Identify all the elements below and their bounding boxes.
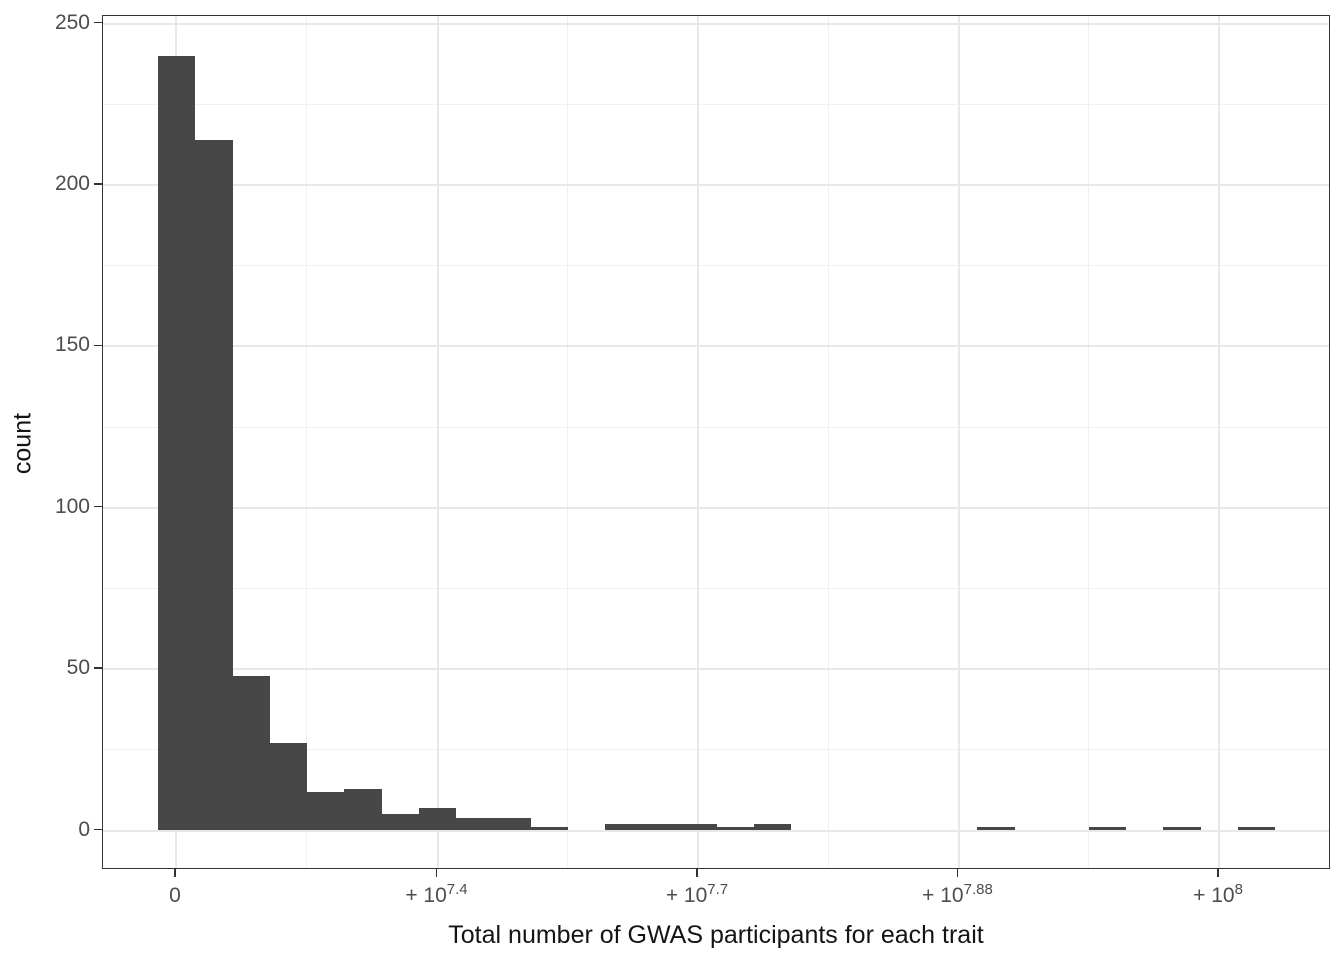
gridline-major-vertical [957, 16, 960, 868]
y-tick-mark [94, 344, 102, 347]
y-tick-mark [94, 505, 102, 508]
histogram-bar [306, 791, 345, 831]
histogram-bar [158, 55, 196, 831]
histogram-bar [455, 817, 494, 831]
histogram-bar [604, 824, 643, 831]
gridline-major-horizontal [103, 183, 1329, 186]
histogram-bar [716, 827, 754, 831]
histogram-bar [344, 788, 382, 831]
y-axis-title: count [8, 412, 37, 475]
y-tick-label: 100 [54, 494, 90, 518]
gridline-major-vertical [1218, 16, 1220, 868]
y-tick-mark [94, 183, 102, 185]
gridline-major-horizontal [103, 22, 1329, 25]
gridline-minor-vertical [1088, 16, 1090, 868]
gridline-minor-horizontal [103, 587, 1329, 589]
gridline-minor-vertical [827, 16, 829, 868]
histogram-bar [530, 827, 568, 831]
gridline-major-horizontal [103, 668, 1329, 671]
y-tick-label: 200 [54, 171, 90, 195]
histogram-bar [418, 807, 457, 831]
histogram-bar [381, 814, 419, 831]
x-tick-mark [1217, 869, 1219, 877]
histogram-bar [232, 675, 270, 831]
gridline-minor-horizontal [103, 749, 1329, 751]
histogram-bar [195, 139, 233, 831]
y-tick-label: 0 [78, 817, 90, 841]
histogram-bar [1237, 827, 1276, 831]
histogram-bar [1163, 827, 1201, 831]
histogram-bar [269, 743, 308, 831]
histogram-bar [753, 824, 792, 831]
gridline-major-horizontal [103, 506, 1329, 509]
x-tick-mark [174, 869, 176, 877]
x-axis-title: Total number of GWAS participants for ea… [448, 921, 984, 949]
gridline-major-horizontal [103, 345, 1329, 348]
x-tick-label: + 107.4 [405, 881, 468, 907]
x-tick-label: + 107.88 [922, 881, 993, 907]
y-tick-label: 150 [54, 333, 90, 357]
y-tick-mark [94, 667, 102, 669]
gridline-major-horizontal [103, 829, 1329, 832]
histogram-bar [642, 824, 680, 831]
gridline-major-vertical [697, 16, 699, 868]
gridline-minor-horizontal [103, 426, 1329, 428]
x-tick-mark [435, 869, 438, 877]
histogram-bar [679, 824, 717, 831]
plot-panel [102, 15, 1330, 869]
y-tick-mark [94, 828, 102, 831]
gridline-minor-horizontal [103, 265, 1329, 267]
gridline-major-vertical [436, 16, 439, 868]
x-tick-label: 0 [169, 884, 181, 907]
y-tick-mark [94, 21, 102, 24]
histogram-bar [493, 817, 531, 831]
x-tick-mark [696, 869, 698, 877]
y-tick-label: 250 [54, 10, 90, 34]
x-tick-label: + 108 [1193, 881, 1243, 907]
y-tick-label: 50 [66, 656, 90, 680]
gridline-minor-horizontal [103, 103, 1329, 105]
x-tick-label: + 107.7 [665, 881, 729, 907]
gridline-minor-vertical [567, 16, 569, 868]
histogram-bar [1089, 827, 1127, 831]
x-tick-mark [956, 869, 959, 877]
histogram-bar [977, 827, 1015, 831]
gridline-minor-vertical [306, 16, 308, 868]
